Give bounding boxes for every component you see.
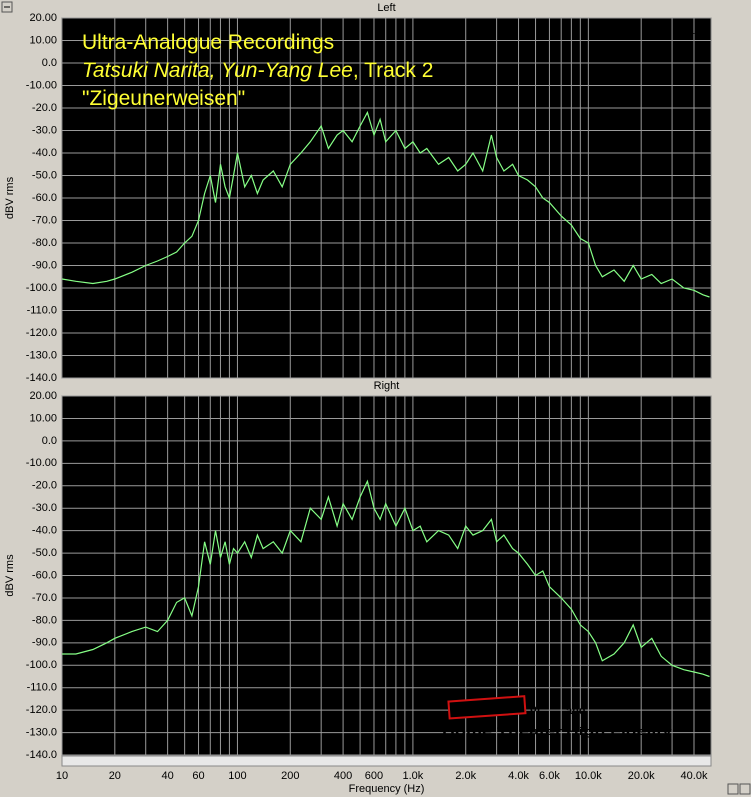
y-tick-label: -30.0	[32, 502, 57, 514]
y-tick-label: -30.0	[32, 124, 57, 136]
logo-secrets-text: SECRETS	[461, 700, 514, 716]
y-tick-label: -120.0	[26, 704, 57, 716]
zoom-button[interactable]	[727, 783, 739, 795]
y-axis-label: dBV rms	[4, 176, 16, 219]
x-tick-label: 400	[334, 770, 352, 782]
y-tick-label: -60.0	[32, 192, 57, 204]
chart-title: Left	[377, 2, 395, 14]
logo-of: of	[530, 703, 541, 715]
y-tick-label: 20.00	[29, 12, 57, 24]
y-tick-label: -50.0	[32, 547, 57, 559]
y-tick-label: 20.00	[29, 390, 57, 402]
logo-and: and	[566, 705, 586, 717]
spectrum-line	[62, 479, 710, 678]
y-tick-label: -90.0	[32, 259, 57, 271]
x-tick-label: 60	[192, 770, 204, 782]
y-tick-label: -60.0	[32, 569, 57, 581]
scrollbar[interactable]	[61, 755, 712, 767]
y-tick-label: -90.0	[32, 637, 57, 649]
y-tick-label: 0.0	[42, 435, 57, 447]
y-tick-label: 0.0	[42, 57, 57, 69]
x-tick-label: 1.0k	[403, 770, 424, 782]
y-tick-label: 10.00	[29, 412, 57, 424]
y-tick-label: -110.0	[27, 682, 57, 694]
spectrum-line	[61, 110, 710, 298]
annotation: Ultra-Analogue Recordings	[82, 31, 334, 54]
logo-secrets: SECRETS	[447, 695, 527, 720]
x-tick-label: 20	[109, 770, 121, 782]
annotation-track: , Track 2	[353, 59, 434, 82]
x-tick-label: 10.0k	[575, 770, 602, 782]
chart-title: Right	[374, 380, 400, 392]
logo: S+	[681, 28, 695, 40]
x-axis-label: Frequency (Hz)	[349, 783, 425, 795]
logo-home-theater: Home Theater	[442, 726, 563, 738]
y-tick-label: -110.0	[27, 304, 57, 316]
y-tick-label: -80.0	[32, 614, 57, 626]
logo-copyright: ©	[428, 700, 436, 712]
x-tick-label: 10	[56, 770, 68, 782]
annotation: "Zigeunerweisen"	[82, 87, 245, 110]
y-tick-label: -100.0	[26, 659, 57, 671]
fit-button[interactable]	[739, 783, 751, 795]
y-axis-label: dBV rms	[4, 554, 16, 597]
logo-secrets-box	[447, 695, 527, 720]
y-tick-label: -10.00	[26, 79, 57, 91]
x-tick-label: 2.0k	[455, 770, 476, 782]
x-tick-label: 4.0k	[508, 770, 529, 782]
logo-high-fidelity: High Fidelity	[566, 726, 673, 738]
y-tick-label: -70.0	[32, 214, 57, 226]
y-tick-label: -20.0	[32, 480, 57, 492]
y-tick-label: -140.0	[26, 372, 57, 384]
x-tick-label: 100	[228, 770, 246, 782]
x-tick-label: 40.0k	[681, 770, 708, 782]
y-tick-label: -80.0	[32, 237, 57, 249]
x-tick-label: 600	[365, 770, 383, 782]
y-tick-label: -20.0	[32, 102, 57, 114]
y-tick-label: -140.0	[26, 749, 57, 761]
x-tick-label: 20.0k	[628, 770, 655, 782]
y-tick-label: -120.0	[26, 327, 57, 339]
x-tick-label: 6.0k	[539, 770, 560, 782]
y-tick-label: -40.0	[32, 525, 57, 537]
y-tick-label: -100.0	[26, 282, 57, 294]
y-tick-label: -10.00	[26, 457, 57, 469]
x-tick-label: 200	[281, 770, 299, 782]
y-tick-label: -130.0	[26, 349, 57, 361]
annotation-names: Tatsuki Narita, Yun-Yang Lee	[82, 59, 353, 82]
y-tick-label: 10.00	[29, 34, 57, 46]
y-tick-label: -50.0	[32, 169, 57, 181]
annotation: Tatsuki Narita, Yun-Yang Lee, Track 2	[82, 59, 433, 82]
y-tick-label: -130.0	[26, 726, 57, 738]
y-tick-label: -70.0	[32, 592, 57, 604]
x-tick-label: 40	[162, 770, 174, 782]
y-tick-label: -40.0	[32, 147, 57, 159]
